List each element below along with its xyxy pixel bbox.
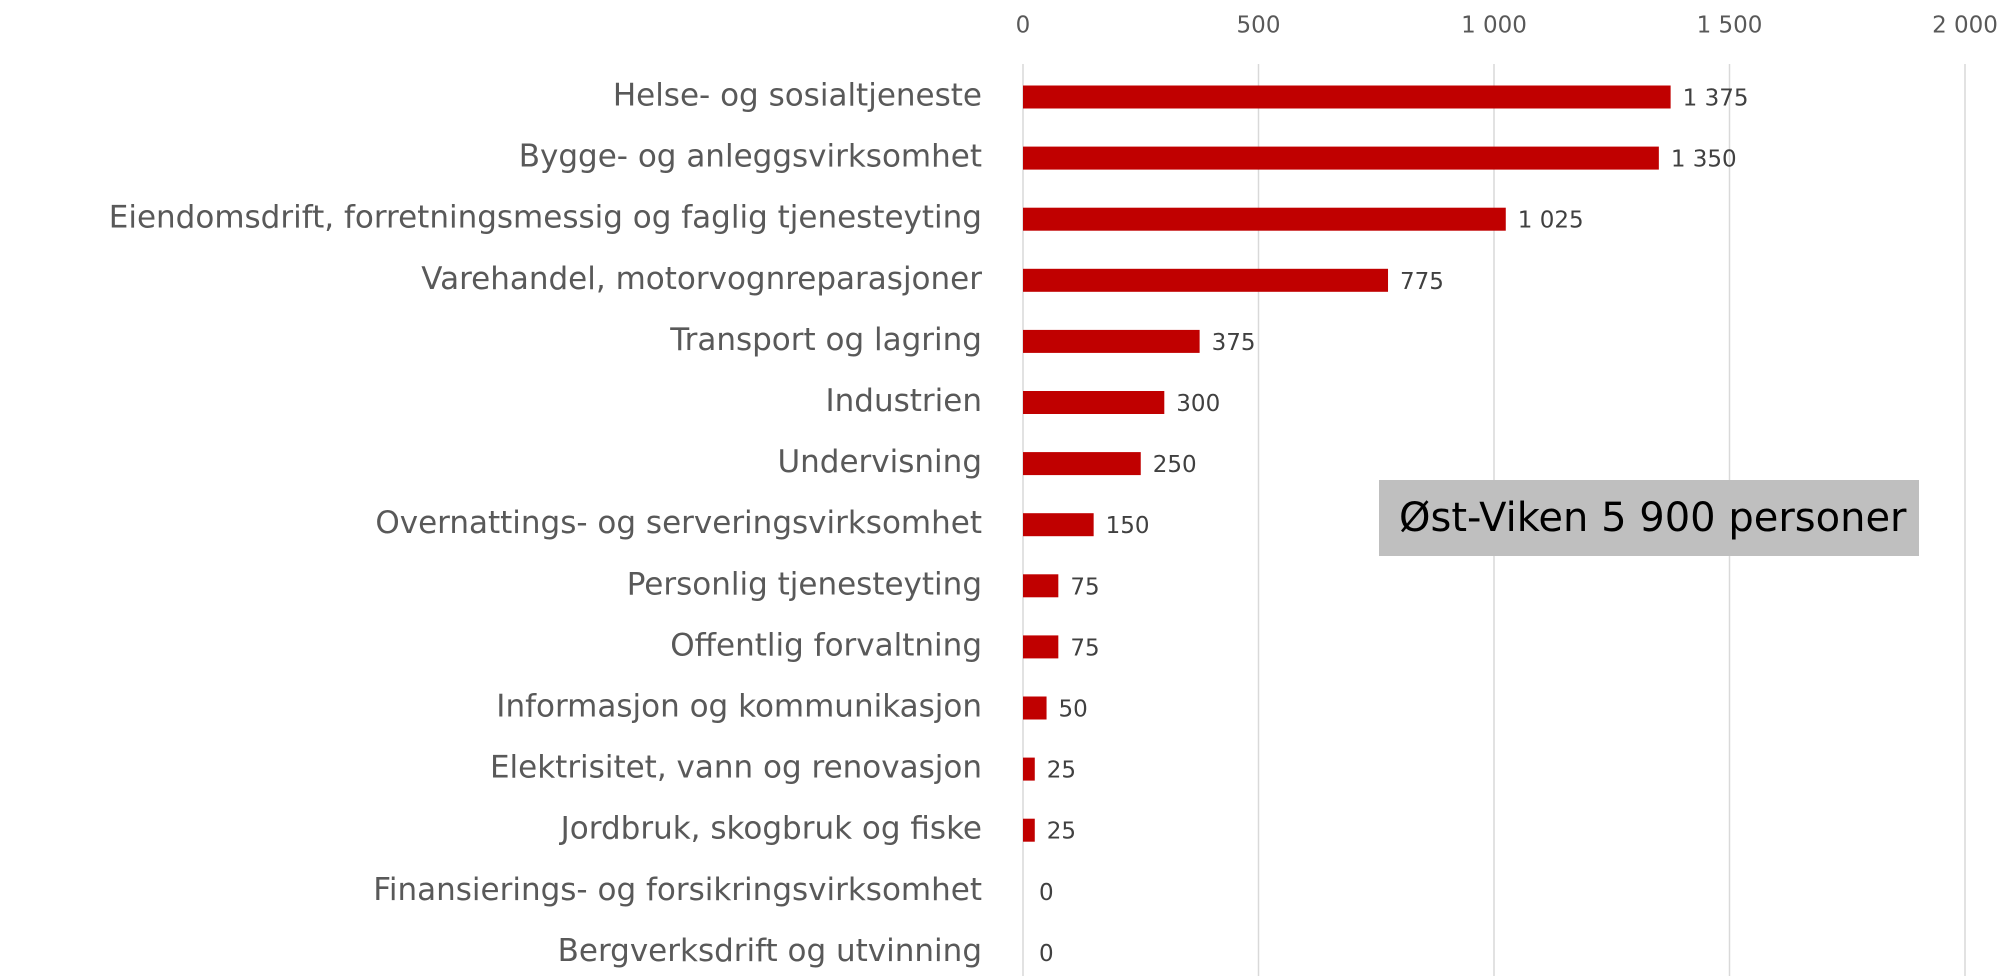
y-tick-label: Finansierings- og forsikringsvirksomhet <box>373 872 982 908</box>
value-label: 50 <box>1059 697 1088 723</box>
bar <box>1023 146 1659 170</box>
x-tick-label: 1 500 <box>1697 13 1763 39</box>
y-tick-label: Personlig tjenesteyting <box>627 566 982 602</box>
bar <box>1023 329 1200 353</box>
x-tick-label: 2 000 <box>1932 13 1998 39</box>
value-label: 375 <box>1212 330 1256 356</box>
bar <box>1023 696 1047 720</box>
bar <box>1023 818 1035 842</box>
y-tick-label: Varehandel, motorvognreparasjoner <box>421 261 982 297</box>
bar <box>1023 513 1094 537</box>
x-tick-label: 0 <box>1016 13 1031 39</box>
y-tick-label: Offentlig forvaltning <box>670 627 982 663</box>
bar <box>1023 207 1506 231</box>
value-label: 75 <box>1070 635 1099 661</box>
y-tick-label: Jordbruk, skogbruk og fiske <box>559 811 982 847</box>
value-label: 25 <box>1047 758 1076 784</box>
bar <box>1023 452 1141 476</box>
y-tick-label: Informasjon og kommunikasjon <box>496 689 982 725</box>
value-label: 1 025 <box>1518 208 1584 234</box>
y-tick-label: Elektrisitet, vann og renovasjon <box>490 750 982 786</box>
bar <box>1023 757 1035 781</box>
bar <box>1023 635 1059 659</box>
value-label: 250 <box>1153 452 1197 478</box>
y-tick-label: Industrien <box>826 383 983 419</box>
y-tick-label: Undervisning <box>777 444 982 480</box>
bar <box>1023 268 1389 292</box>
value-label: 25 <box>1047 819 1076 845</box>
x-tick-label: 1 000 <box>1461 13 1527 39</box>
annotation-box <box>1379 480 1919 556</box>
y-tick-label: Eiendomsdrift, forretningsmessig og fagl… <box>109 200 982 236</box>
value-label: 150 <box>1106 513 1150 539</box>
y-tick-label: Bergverksdrift og utvinning <box>558 933 982 969</box>
value-label: 1 350 <box>1671 147 1737 173</box>
bar <box>1023 391 1165 414</box>
value-label: 1 375 <box>1683 86 1749 112</box>
y-tick-label: Bygge- og anleggsvirksomhet <box>519 139 982 175</box>
value-label: 300 <box>1176 391 1220 417</box>
annotation: Øst-Viken 5 900 personer <box>1399 495 1907 541</box>
y-tick-label: Helse- og sosialtjeneste <box>613 78 982 114</box>
value-label: 775 <box>1400 269 1444 295</box>
value-label: 0 <box>1039 880 1054 906</box>
bar <box>1023 85 1671 109</box>
bar <box>1023 574 1059 598</box>
value-label: 0 <box>1039 941 1054 967</box>
y-tick-label: Overnattings- og serveringsvirksomhet <box>375 505 982 541</box>
value-label: 75 <box>1070 574 1099 600</box>
x-tick-label: 500 <box>1237 13 1281 39</box>
y-tick-label: Transport og lagring <box>669 322 982 358</box>
